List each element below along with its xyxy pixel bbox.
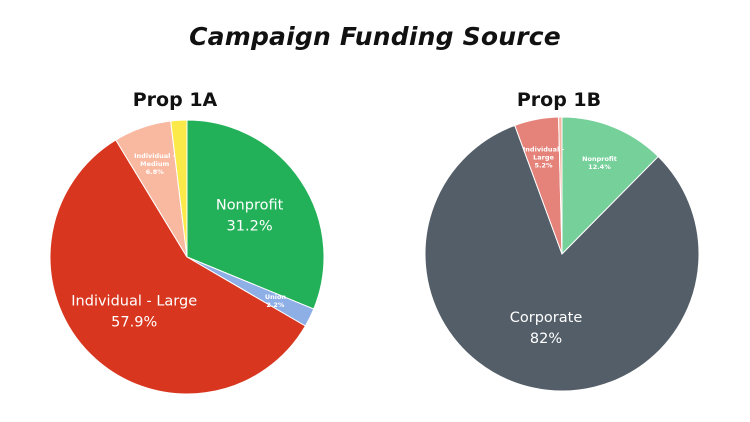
slice-label: Corporate [510, 310, 583, 326]
slice-label: Nonprofit [216, 198, 284, 214]
slice-label: Individual - [523, 145, 565, 153]
slice-label: Individual - Large [71, 293, 197, 309]
slice-value-label: 31.2% [227, 219, 273, 235]
slice-value-label: 6.8% [146, 168, 165, 176]
slice-value-label: 2.2% [266, 301, 285, 309]
slice-label: Individual - [134, 152, 176, 160]
pie-slice-nonprofit [561, 116, 659, 256]
main-title: Campaign Funding Source [189, 22, 561, 51]
chart-title: Prop 1A [133, 89, 218, 111]
slice-value-label: 82% [530, 331, 562, 347]
slice-value-label: 5.2% [535, 161, 554, 169]
slices [424, 116, 700, 392]
pie-slice-individual-large [49, 139, 307, 395]
pie-slice-corporate [424, 124, 700, 392]
slice-label: Medium [140, 160, 169, 168]
slices [49, 119, 325, 395]
slice-value-label: 12.4% [588, 163, 611, 171]
slice-label: Union [265, 293, 287, 301]
pie-slice-nonprofit [186, 119, 325, 310]
chart-title: Prop 1B [517, 89, 601, 111]
slice-label: Large [533, 153, 554, 161]
slice-label: Nonprofit [582, 155, 617, 163]
pie-slice-unlabeled [170, 119, 188, 258]
slice-value-label: 57.9% [111, 314, 157, 330]
pie-slice-unlabeled [558, 116, 563, 255]
